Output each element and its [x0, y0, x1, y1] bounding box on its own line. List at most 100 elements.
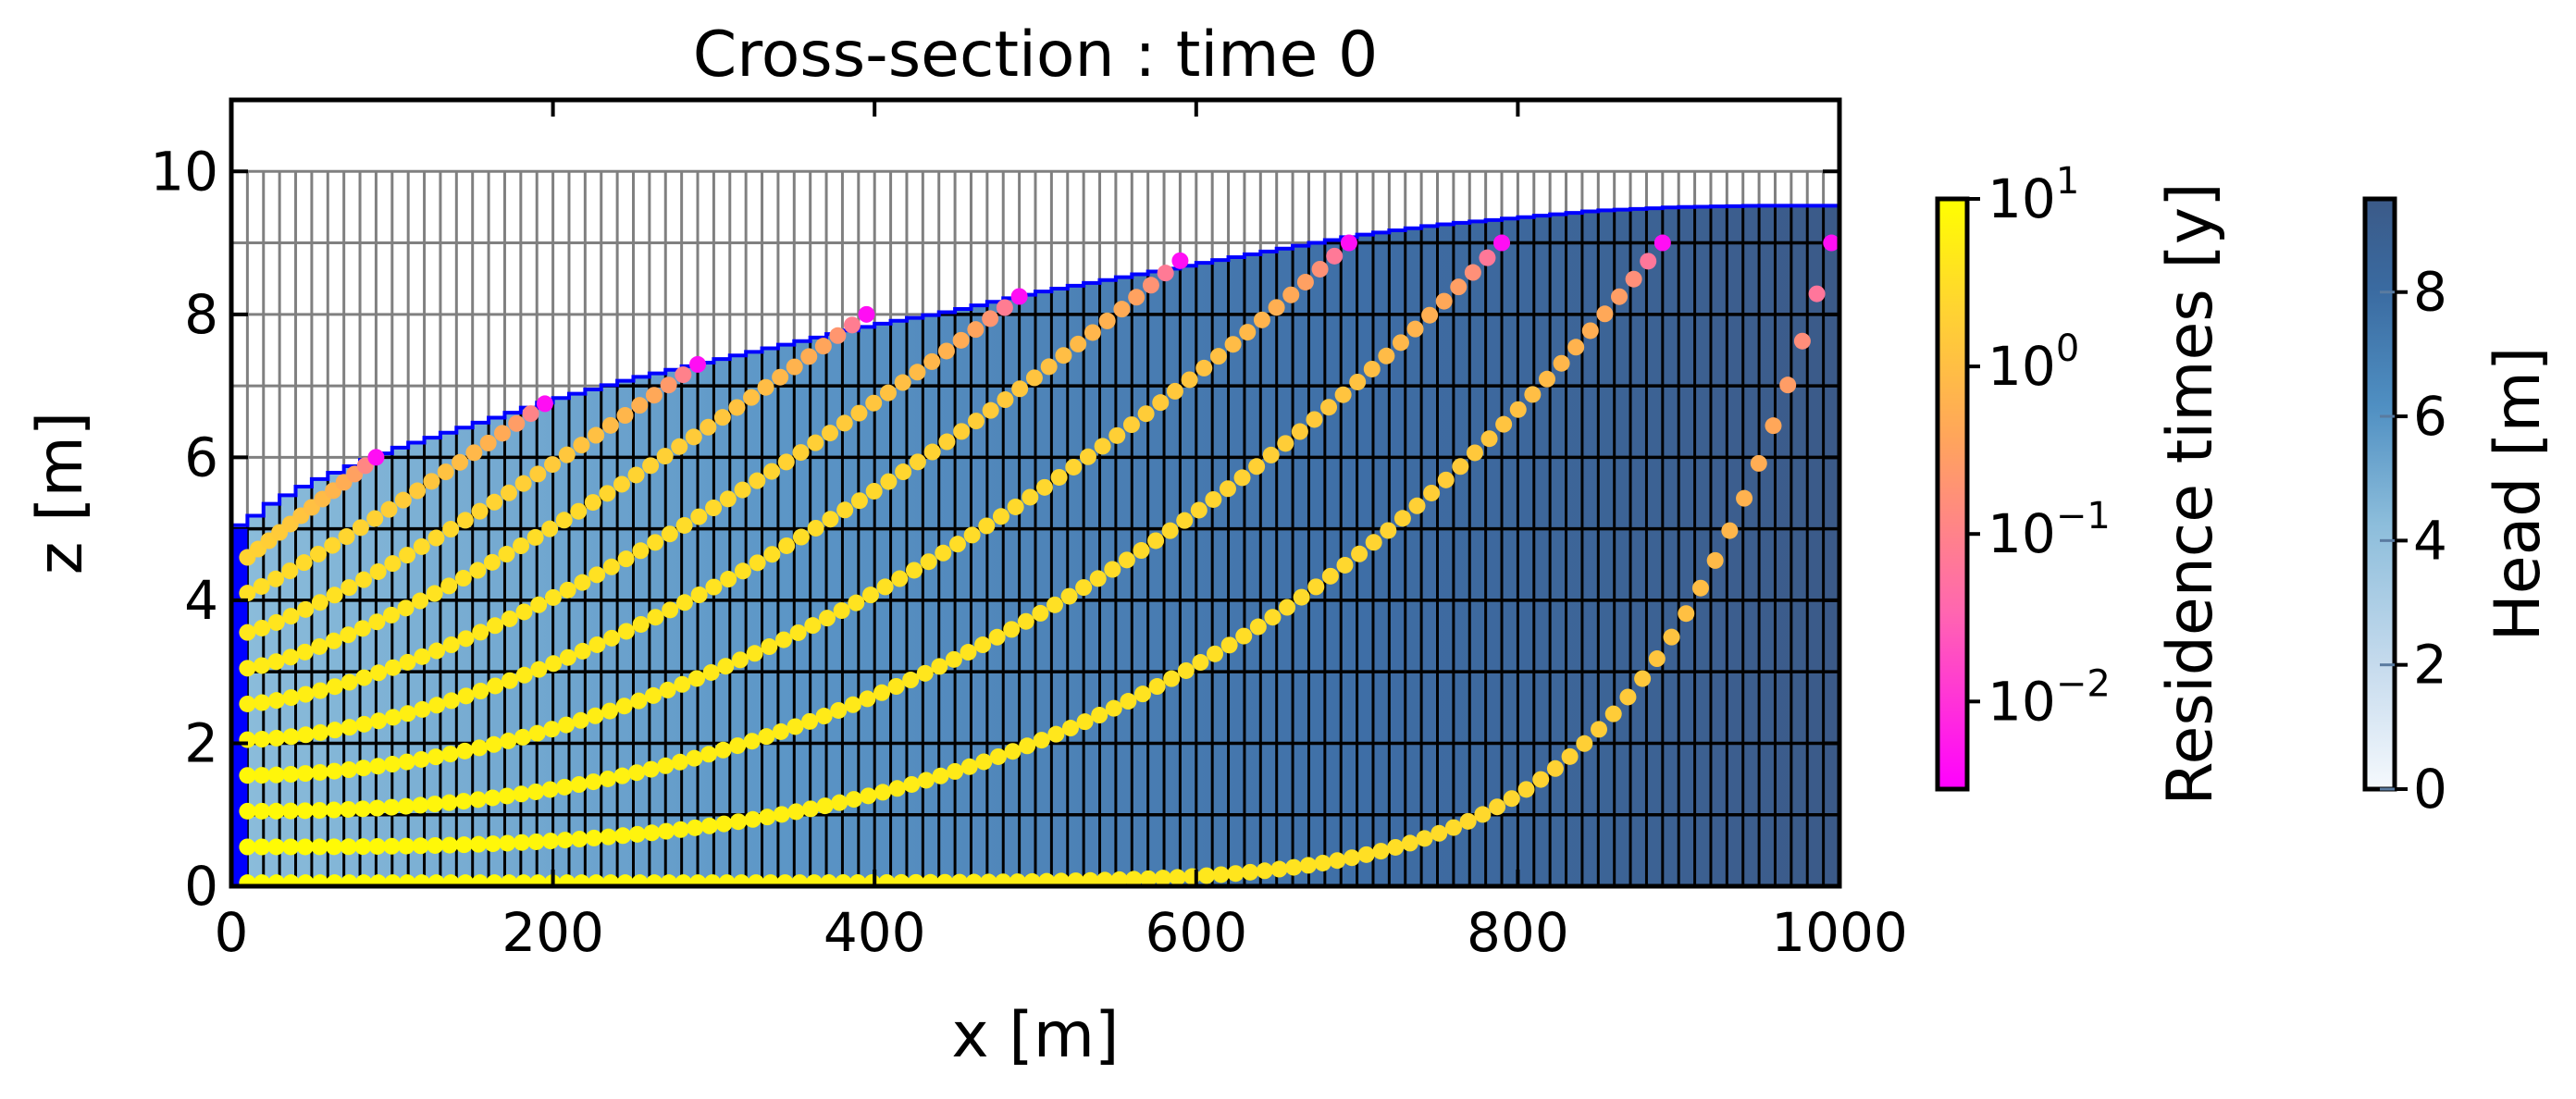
- pathline-point: [501, 874, 518, 886]
- pathline-point: [1022, 488, 1039, 506]
- pathline-point: [479, 434, 497, 451]
- pathline-point: [743, 733, 761, 750]
- pathline-point: [909, 364, 926, 381]
- pathline-point: [1401, 834, 1418, 852]
- residence-tick-label: 100: [1988, 327, 2079, 398]
- pathline-point: [326, 838, 343, 856]
- pathline-point: [1154, 870, 1171, 886]
- pathline-point: [865, 482, 883, 500]
- pathline-point: [353, 620, 371, 637]
- pathline-point: [843, 316, 861, 334]
- pathline-point: [876, 578, 894, 596]
- pathline-point: [457, 687, 475, 705]
- pathline-point: [588, 426, 605, 444]
- pathline-point: [1060, 587, 1078, 605]
- pathline-point: [705, 500, 723, 517]
- pathline-point: [617, 623, 635, 640]
- head-colorbar-gradient: [2362, 196, 2397, 792]
- pathline-point: [1648, 650, 1666, 668]
- pathline-point: [398, 837, 415, 855]
- pathline-point: [1793, 332, 1811, 350]
- pathline-point: [588, 566, 606, 584]
- pathline-point: [988, 628, 1006, 646]
- pathline-point: [763, 546, 781, 563]
- pathline-point: [1227, 865, 1245, 883]
- pathline-point: [414, 648, 431, 665]
- pathline-point: [1299, 857, 1317, 874]
- pathline-point: [456, 874, 474, 886]
- pathline-point: [1163, 670, 1181, 687]
- pathline-point: [917, 772, 935, 789]
- pathline-point: [1181, 371, 1198, 389]
- residence-tick-label: 10−2: [1988, 662, 2111, 733]
- pathline-point: [1307, 578, 1325, 596]
- pathline-point: [455, 836, 473, 854]
- pathline-point: [978, 517, 996, 535]
- pathline-point: [1011, 380, 1029, 398]
- pathline-point: [311, 637, 328, 655]
- pathline-point: [1052, 872, 1070, 886]
- pathline-point: [484, 835, 502, 853]
- pathline-point: [1452, 458, 1469, 475]
- pathline-point: [1653, 234, 1671, 252]
- pathline-point: [1596, 305, 1614, 323]
- pathline-point: [282, 802, 300, 820]
- pathline-point: [778, 537, 796, 554]
- pathline-point: [1435, 292, 1453, 310]
- pathline-point: [1640, 253, 1657, 270]
- y-tick-label: 6: [184, 426, 218, 488]
- pathline-point: [662, 601, 679, 619]
- pathline-point: [442, 874, 460, 886]
- pathline-point: [559, 581, 576, 599]
- pathline-point: [1509, 401, 1527, 418]
- pathline-point: [1023, 872, 1041, 886]
- pathline-point: [1096, 871, 1114, 886]
- pathline-point: [1532, 771, 1550, 788]
- head-colorbar: 0 2 4 6 8 Head [m]: [2362, 196, 2555, 821]
- pathline-point: [880, 473, 898, 490]
- head-colorbar-label: Head [m]: [2482, 347, 2555, 642]
- pathline-point: [632, 542, 650, 560]
- pathline-point: [937, 342, 955, 360]
- pathline-point: [1459, 812, 1477, 830]
- pathline-point: [297, 685, 315, 703]
- pathline-points: [239, 234, 1839, 886]
- pathline-point: [995, 873, 1012, 886]
- pathline-point: [922, 873, 939, 886]
- pathline-point: [1634, 670, 1652, 687]
- pathline-point: [1721, 522, 1739, 539]
- pathline-point: [733, 874, 750, 886]
- pathline-point: [382, 606, 400, 624]
- pathline-point: [574, 574, 591, 591]
- pathline-point: [787, 803, 805, 821]
- pathline-point: [1464, 264, 1481, 281]
- pathline-point: [457, 630, 475, 648]
- pathline-point: [945, 650, 962, 668]
- pathline-point: [1736, 489, 1753, 507]
- pathline-point: [686, 749, 703, 767]
- pathline-point: [1067, 872, 1084, 886]
- pathline-point: [1808, 285, 1826, 303]
- pathline-point: [297, 765, 315, 783]
- pathline-point: [513, 785, 530, 803]
- pathline-point: [1076, 713, 1094, 731]
- pathline-point: [1517, 781, 1535, 798]
- pathline-point: [541, 781, 559, 798]
- pathline-point: [281, 562, 299, 580]
- pathline-point: [657, 757, 675, 774]
- residence-tick-exponent: −1: [2056, 495, 2111, 537]
- pathline-point: [440, 577, 458, 595]
- pathline-point: [821, 425, 838, 442]
- pathline-point: [1219, 480, 1236, 498]
- head-tick-label: 8: [2413, 261, 2447, 324]
- pathline-point: [383, 798, 401, 816]
- pathline-point: [399, 653, 416, 671]
- pathline-point: [895, 463, 912, 481]
- residence-tick-base: 10: [1988, 335, 2056, 398]
- pathline-point: [746, 645, 763, 662]
- pathline-point: [325, 801, 342, 819]
- pathline-point: [1625, 270, 1642, 288]
- pathline-point: [513, 834, 530, 851]
- pathline-point: [311, 594, 328, 611]
- pathline-point: [1046, 596, 1063, 613]
